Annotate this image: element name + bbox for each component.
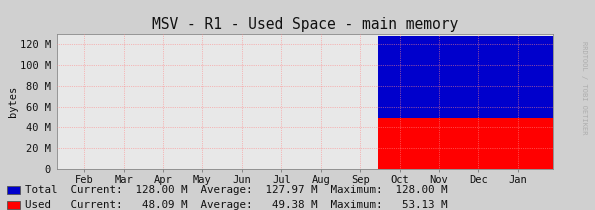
Text: Total  Current:  128.00 M  Average:  127.97 M  Maximum:  128.00 M: Total Current: 128.00 M Average: 127.97 … <box>25 185 447 196</box>
Title: MSV - R1 - Used Space - main memory: MSV - R1 - Used Space - main memory <box>152 17 458 32</box>
Y-axis label: bytes: bytes <box>8 86 18 117</box>
Text: RRDTOOL / TOBI OETIKER: RRDTOOL / TOBI OETIKER <box>581 41 587 135</box>
Text: Used   Current:   48.09 M  Average:   49.38 M  Maximum:   53.13 M: Used Current: 48.09 M Average: 49.38 M M… <box>25 200 447 210</box>
